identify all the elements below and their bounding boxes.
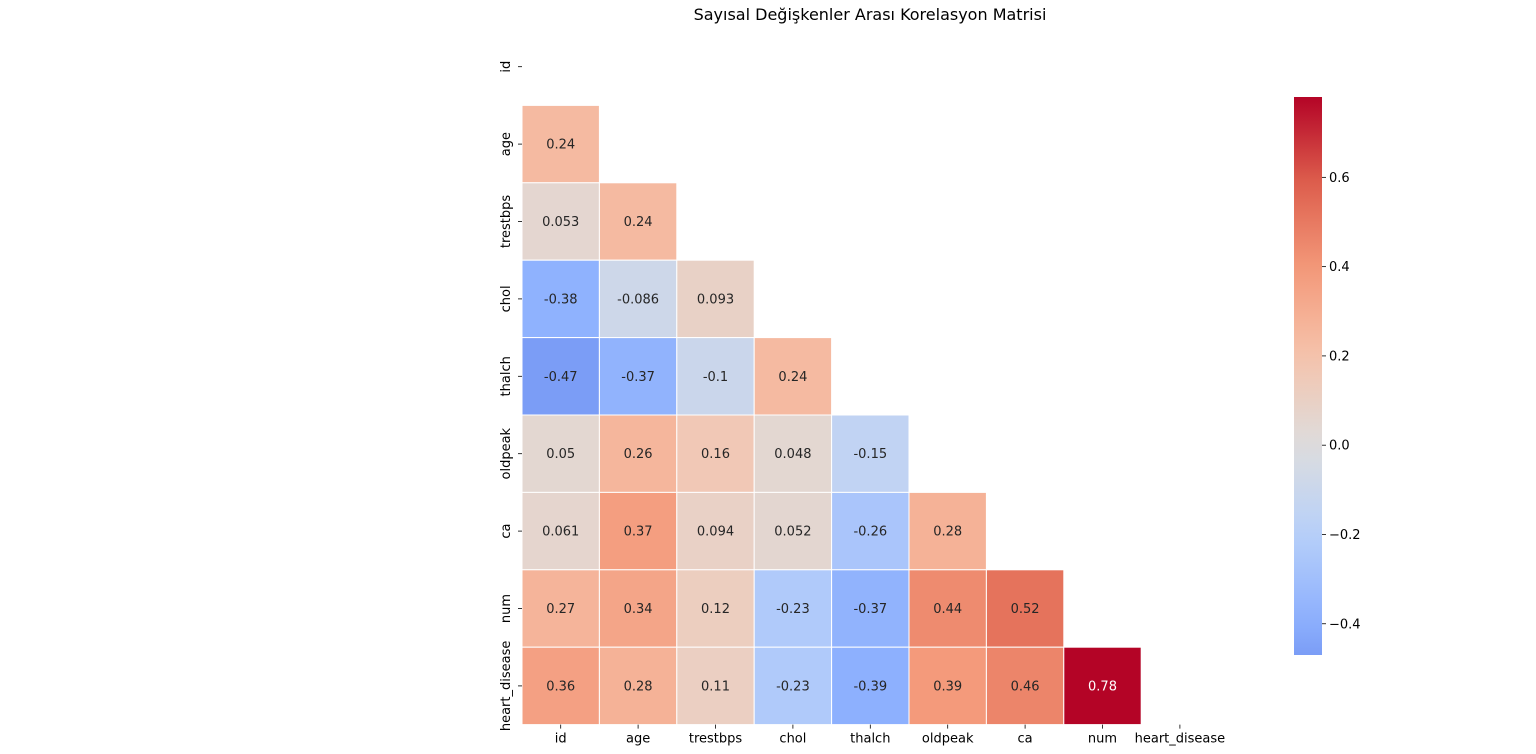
cell-ca-oldpeak bbox=[908, 491, 987, 571]
colorbar-tick-label: 0.6 bbox=[1329, 171, 1350, 186]
cell-heart_disease-thalch bbox=[831, 646, 910, 726]
y-tick-label-id: id bbox=[499, 61, 514, 73]
cell-label-ca-thalch: -0.26 bbox=[853, 525, 887, 540]
cell-label-chol-age: -0.086 bbox=[617, 292, 659, 307]
cell-label-heart_disease-id: 0.36 bbox=[546, 679, 575, 694]
cell-ca-chol bbox=[753, 491, 833, 571]
cell-oldpeak-id bbox=[521, 414, 600, 493]
y-tick-label-ca: ca bbox=[499, 524, 514, 539]
cell-label-heart_disease-thalch: -0.39 bbox=[853, 679, 887, 694]
x-tick-label-id: id bbox=[555, 732, 567, 747]
y-axis: id age trestbps chol thalch oldpeak ca num heart… bbox=[499, 61, 522, 731]
cell-num-chol bbox=[753, 569, 833, 648]
x-tick-label-ca: ca bbox=[1018, 732, 1033, 747]
x-tick-label-num: num bbox=[1088, 732, 1117, 747]
cell-label-heart_disease-num: 0.78 bbox=[1088, 679, 1117, 694]
cell-label-num-thalch: -0.37 bbox=[853, 602, 887, 617]
cell-age-id bbox=[521, 104, 600, 184]
cell-label-oldpeak-id: 0.05 bbox=[546, 447, 575, 462]
colorbar: −0.4 −0.2 0.0 0.2 0.4 0.6 bbox=[1294, 97, 1361, 655]
cell-oldpeak-age bbox=[598, 414, 678, 493]
y-tick-label-num: num bbox=[499, 594, 514, 623]
x-tick-label-thalch: thalch bbox=[850, 732, 890, 747]
heatmap-cells: 0.24 0.053 0.24 -0.38 -0.086 0.093 -0.47 -0.37 -… bbox=[521, 104, 1142, 726]
colorbar-tick-label: 0.4 bbox=[1329, 260, 1350, 275]
cell-heart_disease-trestbps bbox=[676, 646, 755, 726]
y-tick-label-chol: chol bbox=[499, 285, 514, 312]
x-axis: id age trestbps chol thalch oldpeak ca num heart… bbox=[555, 724, 1226, 747]
y-tick-label-trestbps: trestbps bbox=[499, 195, 514, 249]
cell-num-id bbox=[521, 569, 600, 648]
colorbar-tick-label: −0.2 bbox=[1329, 528, 1361, 543]
cell-label-heart_disease-oldpeak: 0.39 bbox=[933, 679, 962, 694]
cell-heart_disease-ca bbox=[985, 646, 1065, 726]
x-tick-label-chol: chol bbox=[779, 732, 806, 747]
colorbar-tick-label: 0.0 bbox=[1329, 439, 1350, 454]
cell-label-thalch-id: -0.47 bbox=[544, 370, 578, 385]
cell-oldpeak-thalch bbox=[831, 414, 910, 493]
cell-label-num-chol: -0.23 bbox=[776, 602, 810, 617]
cell-label-heart_disease-ca: 0.46 bbox=[1011, 679, 1040, 694]
cell-num-oldpeak bbox=[908, 569, 987, 648]
cell-label-heart_disease-trestbps: 0.11 bbox=[701, 679, 730, 694]
cell-num-trestbps bbox=[676, 569, 755, 648]
cell-trestbps-age bbox=[598, 182, 678, 261]
colorbar-tick-label: −0.4 bbox=[1329, 617, 1361, 632]
cell-ca-trestbps bbox=[676, 491, 755, 571]
cell-thalch-age bbox=[598, 337, 678, 416]
cell-label-oldpeak-thalch: -0.15 bbox=[853, 447, 887, 462]
cell-label-ca-oldpeak: 0.28 bbox=[933, 525, 962, 540]
colorbar-tick-label: 0.2 bbox=[1329, 349, 1350, 364]
x-tick-label-age: age bbox=[626, 732, 650, 747]
cell-label-thalch-age: -0.37 bbox=[621, 370, 655, 385]
y-tick-label-thalch: thalch bbox=[499, 356, 514, 396]
cell-thalch-trestbps bbox=[676, 337, 755, 416]
cell-label-num-age: 0.34 bbox=[624, 602, 653, 617]
cell-label-num-trestbps: 0.12 bbox=[701, 602, 730, 617]
cell-label-ca-trestbps: 0.094 bbox=[697, 525, 734, 540]
cell-heart_disease-chol bbox=[753, 646, 833, 726]
cell-thalch-id bbox=[521, 337, 600, 416]
cell-label-num-id: 0.27 bbox=[546, 602, 575, 617]
cell-label-oldpeak-age: 0.26 bbox=[624, 447, 653, 462]
cell-label-thalch-chol: 0.24 bbox=[778, 370, 807, 385]
cell-heart_disease-id bbox=[521, 646, 600, 726]
chart-title: Sayısal Değişkenler Arası Korelasyon Mat… bbox=[693, 5, 1047, 24]
cell-oldpeak-trestbps bbox=[676, 414, 755, 493]
cell-label-heart_disease-chol: -0.23 bbox=[776, 679, 810, 694]
cell-label-trestbps-id: 0.053 bbox=[542, 215, 579, 230]
cell-label-num-oldpeak: 0.44 bbox=[933, 602, 962, 617]
colorbar-gradient bbox=[1294, 97, 1322, 655]
cell-chol-age bbox=[598, 259, 678, 339]
x-tick-label-trestbps: trestbps bbox=[689, 732, 743, 747]
cell-label-heart_disease-age: 0.28 bbox=[624, 679, 653, 694]
cell-label-ca-id: 0.061 bbox=[542, 525, 579, 540]
y-tick-label-age: age bbox=[499, 132, 514, 156]
x-tick-label-heart_disease: heart_disease bbox=[1135, 732, 1226, 747]
cell-chol-trestbps bbox=[676, 259, 755, 339]
cell-label-age-id: 0.24 bbox=[546, 138, 575, 153]
cell-num-ca bbox=[985, 569, 1065, 648]
cell-label-chol-trestbps: 0.093 bbox=[697, 292, 734, 307]
x-tick-label-oldpeak: oldpeak bbox=[922, 732, 974, 747]
cell-label-trestbps-age: 0.24 bbox=[624, 215, 653, 230]
y-tick-label-heart_disease: heart_disease bbox=[499, 641, 514, 732]
cell-oldpeak-chol bbox=[753, 414, 833, 493]
cell-heart_disease-num bbox=[1063, 646, 1142, 726]
cell-label-oldpeak-chol: 0.048 bbox=[774, 447, 811, 462]
cell-label-ca-chol: 0.052 bbox=[774, 525, 811, 540]
cell-label-chol-id: -0.38 bbox=[544, 292, 578, 307]
y-tick-label-oldpeak: oldpeak bbox=[499, 427, 514, 479]
cell-label-ca-age: 0.37 bbox=[624, 525, 653, 540]
cell-heart_disease-oldpeak bbox=[908, 646, 987, 726]
cell-label-num-ca: 0.52 bbox=[1011, 602, 1040, 617]
cell-label-oldpeak-trestbps: 0.16 bbox=[701, 447, 730, 462]
cell-label-thalch-trestbps: -0.1 bbox=[703, 370, 728, 385]
